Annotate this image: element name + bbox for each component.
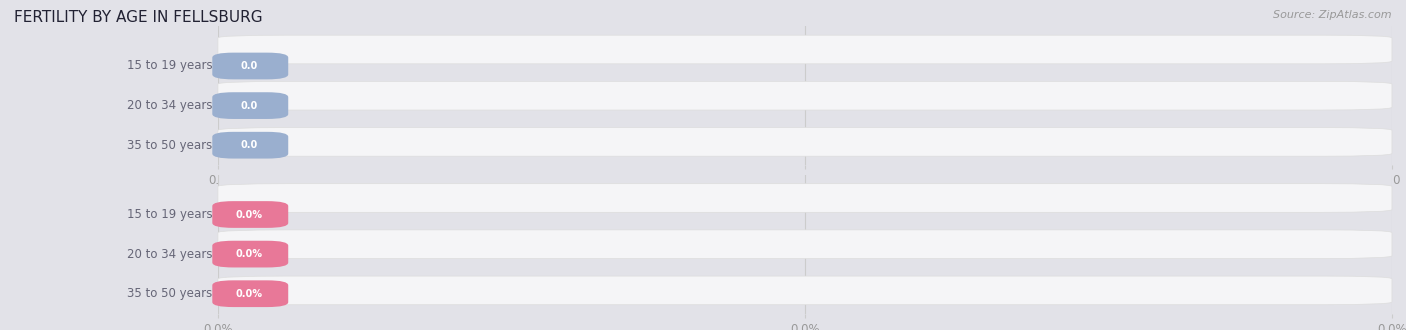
FancyBboxPatch shape (218, 82, 1392, 110)
Text: 0.0%: 0.0% (235, 289, 263, 299)
Text: 0.0%: 0.0% (235, 249, 263, 259)
Text: Source: ZipAtlas.com: Source: ZipAtlas.com (1274, 10, 1392, 20)
FancyBboxPatch shape (218, 184, 1392, 212)
FancyBboxPatch shape (218, 230, 1392, 258)
Text: 0.0: 0.0 (240, 101, 257, 111)
Text: 15 to 19 years: 15 to 19 years (127, 59, 212, 73)
Text: 0.0%: 0.0% (235, 210, 263, 219)
Text: 0.0: 0.0 (240, 140, 257, 150)
Text: 20 to 34 years: 20 to 34 years (127, 99, 212, 112)
Text: 20 to 34 years: 20 to 34 years (127, 248, 212, 261)
FancyBboxPatch shape (218, 128, 1392, 156)
Text: 35 to 50 years: 35 to 50 years (127, 287, 212, 300)
Text: 35 to 50 years: 35 to 50 years (127, 139, 212, 152)
Text: 0.0: 0.0 (240, 61, 257, 71)
FancyBboxPatch shape (218, 35, 1392, 64)
Text: 15 to 19 years: 15 to 19 years (127, 208, 212, 221)
FancyBboxPatch shape (218, 276, 1392, 305)
Text: FERTILITY BY AGE IN FELLSBURG: FERTILITY BY AGE IN FELLSBURG (14, 10, 263, 25)
